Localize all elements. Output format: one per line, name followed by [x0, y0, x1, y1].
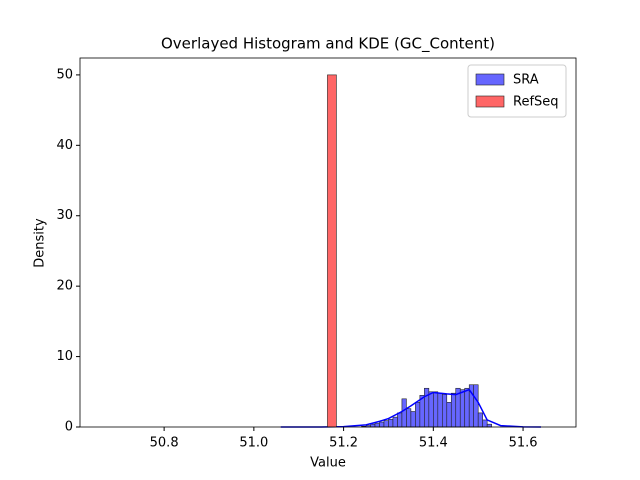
histogram-bar [392, 416, 398, 428]
histogram-bar [477, 412, 483, 428]
histogram-bar [397, 412, 403, 428]
histogram-bar [415, 402, 421, 428]
y-tick-label: 20 [56, 279, 73, 294]
y-tick-label: 40 [56, 138, 73, 153]
y-tick-label: 30 [56, 208, 73, 223]
histogram-bar [482, 419, 488, 428]
chart-title: Overlayed Histogram and KDE (GC_Content) [161, 35, 495, 54]
y-axis-label: Density [33, 218, 48, 268]
legend-swatch [475, 95, 505, 108]
histogram-bar [374, 423, 380, 428]
histogram-bar [437, 392, 443, 428]
histogram-bar [383, 420, 389, 428]
x-tick-label: 50.8 [150, 436, 179, 451]
histogram-bar [464, 387, 470, 428]
histogram-bar [370, 423, 376, 428]
y-tick-label: 0 [65, 420, 73, 435]
histogram-bar [433, 391, 439, 428]
x-axis-label: Value [310, 456, 346, 471]
histogram-bar [379, 421, 385, 428]
histogram-bar [441, 394, 448, 428]
x-tick-label: 51.2 [329, 436, 358, 451]
histogram-bar [450, 392, 457, 428]
y-tick-label: 10 [56, 349, 73, 364]
x-tick-label: 51.4 [419, 436, 448, 451]
histogram-bar [401, 398, 407, 428]
histogram-bar [327, 74, 337, 428]
x-tick-label: 51.6 [509, 436, 538, 451]
plot-frame [79, 57, 577, 428]
histogram-bar [459, 389, 466, 428]
histogram-bar [410, 411, 416, 428]
histogram-bar [424, 387, 430, 428]
histogram-bar [388, 418, 394, 428]
histogram-bar [473, 384, 479, 428]
histogram-bar [446, 402, 452, 428]
histogram-bar [428, 391, 434, 428]
legend-swatch [475, 73, 505, 86]
legend-label: RefSeq [513, 95, 559, 110]
x-tick-label: 51.0 [239, 436, 268, 451]
histogram-bar [406, 408, 412, 428]
legend-label: SRA [513, 73, 539, 88]
histogram-bar [486, 423, 492, 428]
y-tick-label: 50 [56, 67, 73, 82]
